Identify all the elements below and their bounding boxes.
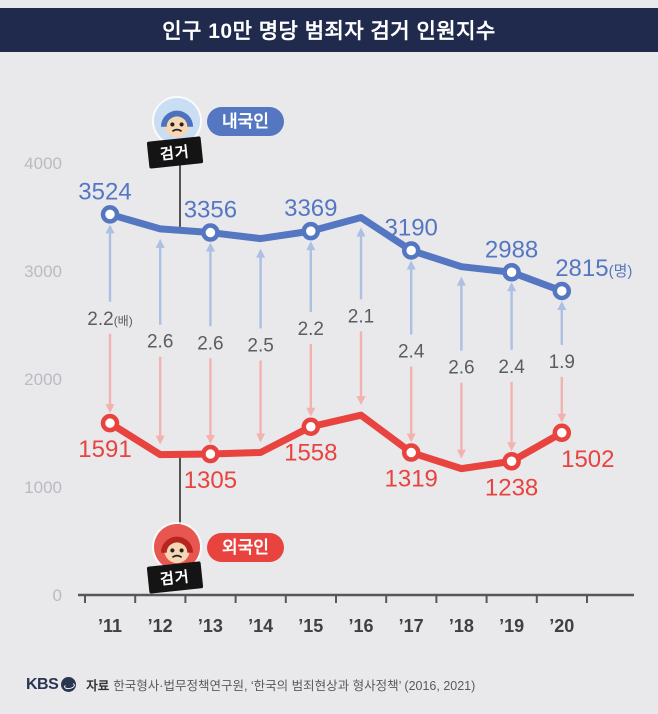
ratio-arrowhead-up xyxy=(256,248,266,258)
source-body: 한국형사·법무정책연구원, ‘한국의 범죄현상과 형사정책’ (2016, 20… xyxy=(113,679,476,693)
data-point xyxy=(301,417,321,436)
red-hooded-face-icon xyxy=(154,524,200,570)
ratio-arrowhead-down xyxy=(356,396,366,406)
ratio-label: 2.2(배) xyxy=(87,309,132,330)
data-point xyxy=(401,443,421,462)
ratio-arrowhead-up xyxy=(205,242,215,252)
ratio-arrowhead-down xyxy=(105,404,115,414)
ratio-arrowhead-down xyxy=(507,442,517,452)
ratio-arrowhead-down xyxy=(456,449,466,459)
value-label: 1319 xyxy=(385,466,438,493)
data-point xyxy=(301,221,321,241)
foreign-label-pill: 외국인 xyxy=(207,532,284,562)
x-tick-label: ’20 xyxy=(549,616,574,636)
x-tick-label: ’15 xyxy=(298,616,323,636)
value-label: 1591 xyxy=(78,436,131,463)
ratio-label: 2.6 xyxy=(197,333,223,354)
data-point xyxy=(401,241,421,260)
y-tick-label: 1000 xyxy=(24,478,62,497)
value-label: 1558 xyxy=(284,440,337,467)
data-point xyxy=(502,263,521,282)
ratio-label: 2.1 xyxy=(348,306,374,327)
ratio-label: 2.4 xyxy=(498,357,525,378)
foreign-series-line xyxy=(106,411,566,473)
y-tick-label: 3000 xyxy=(24,262,62,281)
ratio-arrowhead-up xyxy=(507,282,517,292)
source-text: 자료 한국형사·법무정책연구원, ‘한국의 범죄현상과 형사정책’ (2016, … xyxy=(86,675,475,694)
ratio-arrowhead-up xyxy=(306,241,316,251)
y-tick-label: 4000 xyxy=(24,154,62,173)
value-label: 2815(명) xyxy=(555,255,632,282)
ratio-arrowhead-up xyxy=(155,238,165,248)
y-tick-label: 2000 xyxy=(24,370,62,389)
x-tick-label: ’19 xyxy=(499,616,524,636)
data-point xyxy=(201,223,220,242)
ratio-arrowhead-up xyxy=(456,276,466,286)
value-label: 3190 xyxy=(385,214,438,241)
ratio-label: 1.9 xyxy=(549,352,575,373)
ratio-label: 2.2 xyxy=(298,319,324,340)
page-title: 인구 10만 명당 범죄자 검거 인원지수 xyxy=(162,20,496,43)
domestic-label-pill: 내국인 xyxy=(207,106,284,136)
data-point xyxy=(502,452,521,471)
value-label: 1305 xyxy=(184,467,237,494)
kbs-logo-text: KBS xyxy=(26,675,59,693)
ratio-label: 2.6 xyxy=(448,358,474,379)
ratio-arrowhead-up xyxy=(406,260,416,270)
blue-hooded-face-icon xyxy=(154,98,200,144)
foreign-arrest-tag: 검거 xyxy=(146,561,203,594)
kbs-logo: KBS xyxy=(26,675,77,694)
title-bar: 인구 10만 명당 범죄자 검거 인원지수 xyxy=(0,8,658,52)
ratio-arrowhead-up xyxy=(356,227,366,237)
domestic-badge: 내국인 xyxy=(154,98,284,144)
x-tick-label: ’17 xyxy=(399,616,424,636)
ratio-arrowhead-up xyxy=(557,300,567,310)
ratio-label: 2.6 xyxy=(147,332,173,353)
value-label: 1502 xyxy=(561,446,614,473)
x-tick-label: ’12 xyxy=(148,616,173,636)
data-point xyxy=(552,281,572,301)
y-tick-label: 0 xyxy=(53,586,62,605)
x-tick-label: ’11 xyxy=(98,616,122,636)
value-label: 3369 xyxy=(284,195,337,222)
x-tick-label: ’13 xyxy=(198,616,223,636)
value-label: 1238 xyxy=(485,474,538,501)
ratio-arrowhead-down xyxy=(205,435,215,445)
data-point xyxy=(201,444,220,464)
data-point xyxy=(100,413,120,433)
ratio-arrowhead-down xyxy=(557,413,567,423)
ratio-label: 2.4 xyxy=(398,342,425,363)
ratio-arrowhead-down xyxy=(406,433,416,443)
foreign-badge: 외국인 xyxy=(154,524,284,570)
x-tick-label: ’18 xyxy=(449,616,474,636)
domestic-series-line xyxy=(106,210,566,295)
kbs-globe-icon xyxy=(61,677,77,692)
ratio-arrowhead-down xyxy=(256,433,266,443)
x-tick-label: ’14 xyxy=(248,616,273,636)
footer: KBS 자료 한국형사·법무정책연구원, ‘한국의 범죄현상과 형사정책’ (20… xyxy=(26,675,475,694)
source-label: 자료 xyxy=(86,679,110,693)
ratio-label: 2.5 xyxy=(247,336,273,357)
value-label: 2988 xyxy=(485,236,538,263)
domestic-arrest-tag: 검거 xyxy=(146,136,203,169)
data-point xyxy=(552,423,572,443)
value-label: 3356 xyxy=(184,197,237,224)
data-point xyxy=(100,205,120,224)
value-label: 3524 xyxy=(78,178,131,205)
ratio-arrowhead-down xyxy=(155,435,165,445)
ratio-arrowhead-up xyxy=(105,224,115,234)
ratio-arrowhead-down xyxy=(306,407,316,417)
x-tick-label: ’16 xyxy=(348,616,373,636)
